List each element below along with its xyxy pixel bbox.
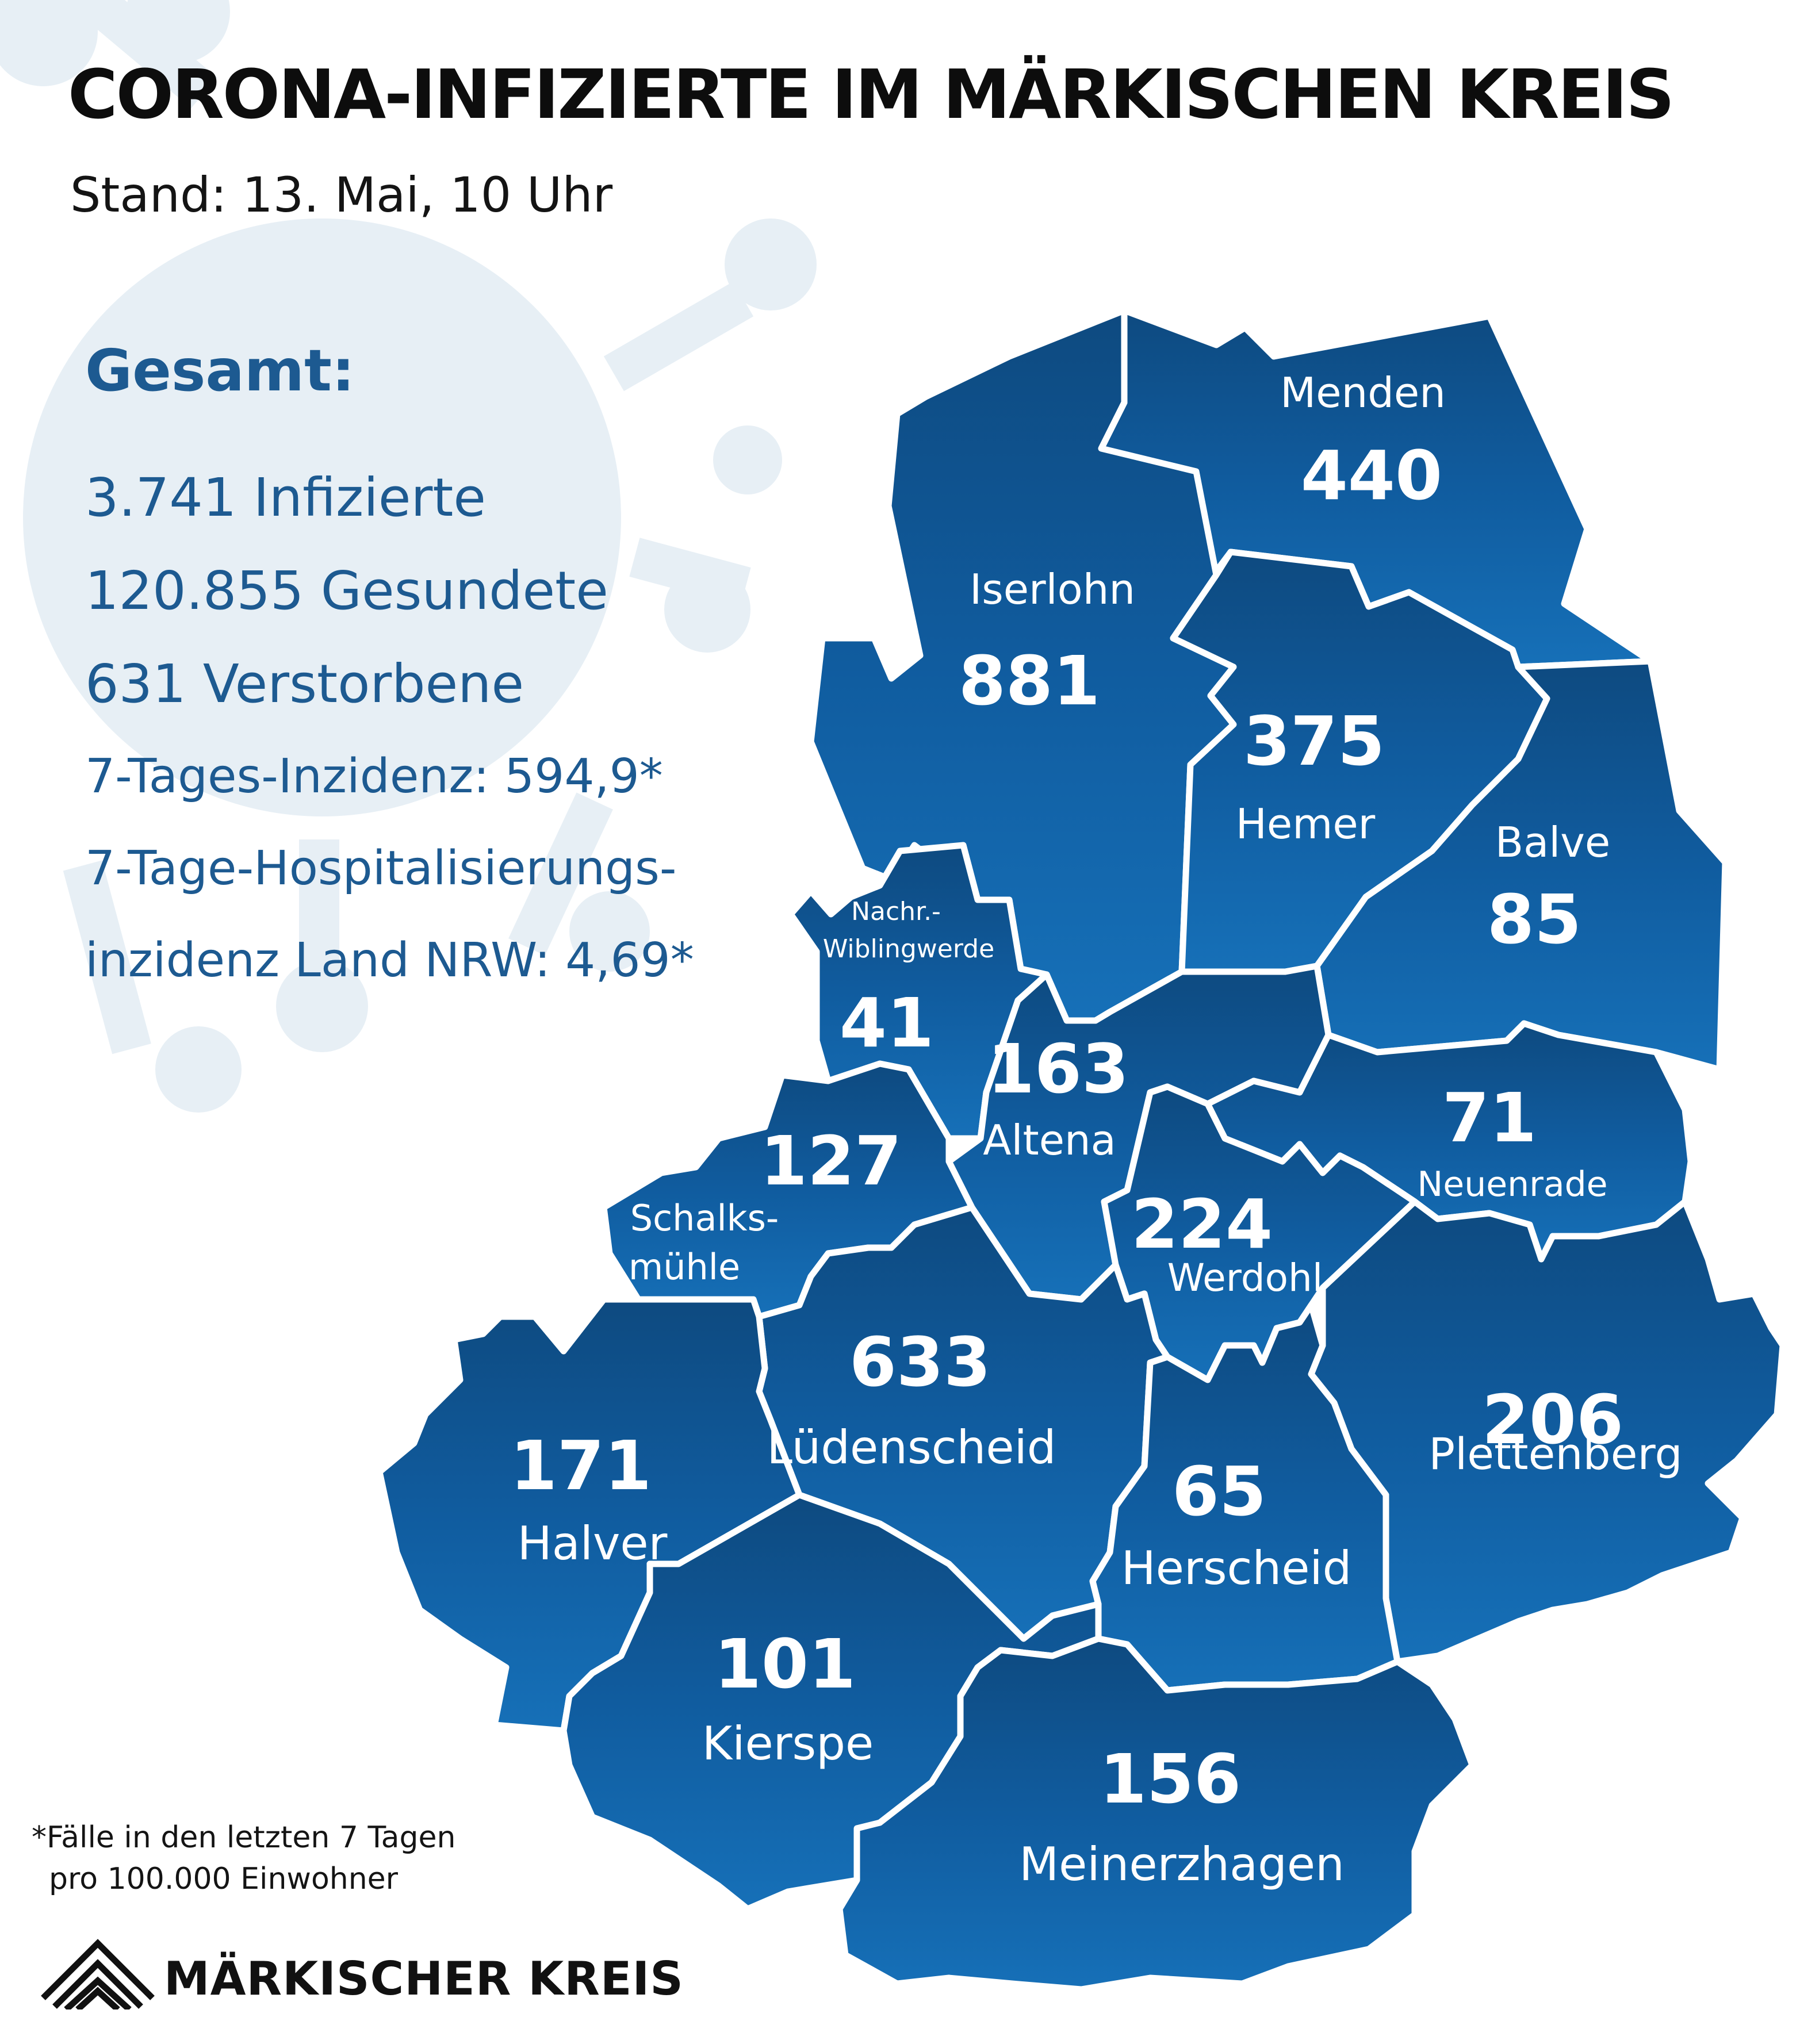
label-altena-name: Altena (983, 1116, 1116, 1164)
region-herscheid[interactable] (1089, 1302, 1401, 1694)
footnote-line-1: *Fälle in den letzten 7 Tagen (32, 1820, 456, 1855)
label-luedenscheid-name: Lüdenscheid (767, 1421, 1056, 1474)
label-iserlohn-value: 881 (959, 641, 1100, 720)
label-luedenscheid-value: 633 (849, 1322, 991, 1402)
label-meinerzhagen-name: Meinerzhagen (1019, 1838, 1345, 1891)
footnote-line-2: pro 100.000 Einwohner (49, 1862, 399, 1896)
label-neuenrade-value: 71 (1442, 1078, 1537, 1157)
label-kierspe-value: 101 (714, 1624, 856, 1704)
label-balve-name: Balve (1495, 818, 1610, 866)
label-nachrodt-value: 41 (840, 983, 934, 1063)
label-hemer-name: Hemer (1236, 800, 1376, 848)
hospitalization-line-2: inzidenz Land NRW: 4,69* (85, 933, 694, 988)
infected-count: 3.741 Infizierte (85, 467, 486, 528)
virus-background-illustration (0, 0, 817, 1113)
label-balve-value: 85 (1487, 880, 1581, 959)
label-schalksmuehle-value: 127 (760, 1121, 902, 1201)
label-menden-name: Menden (1280, 369, 1446, 417)
label-kierspe-name: Kierspe (702, 1717, 874, 1770)
label-neuenrade-name: Neuenrade (1417, 1164, 1607, 1205)
label-werdohl-value: 224 (1131, 1184, 1273, 1264)
maerkischer-kreis-logo-icon (41, 1939, 155, 2010)
incidence-value: 7-Tages-Inzidenz: 594,9* (85, 749, 663, 804)
label-menden-value: 440 (1301, 436, 1442, 515)
recovered-count: 120.855 Gesundete (85, 560, 608, 622)
label-altena-value: 163 (987, 1029, 1129, 1109)
page-title: CORONA-INFIZIERTE IM MÄRKISCHEN KREIS (68, 55, 1675, 134)
label-halver-value: 171 (510, 1426, 652, 1505)
label-iserlohn-name: Iserlohn (970, 565, 1135, 613)
label-herscheid-value: 65 (1172, 1452, 1266, 1531)
summary-heading: Gesamt: (85, 337, 355, 404)
label-schalksmuehle-name-1: Schalks- (630, 1197, 779, 1239)
label-plettenberg-value: 206 (1482, 1380, 1623, 1459)
label-plettenberg-name: Plettenberg (1428, 1428, 1682, 1479)
region-meinerzhagen[interactable] (836, 1635, 1476, 1993)
page-subtitle: Stand: 13. Mai, 10 Uhr (70, 167, 613, 223)
label-nachrodt-name-1: Nachr.- (851, 897, 941, 926)
brand-name: MÄRKISCHER KREIS (164, 1952, 684, 2005)
deceased-count: 631 Verstorbene (85, 653, 524, 715)
label-werdohl-name: Werdohl (1167, 1256, 1323, 1300)
label-schalksmuehle-name-2: mühle (629, 1246, 740, 1288)
summary-panel: Gesamt: 3.741 Infizierte 120.855 Gesunde… (85, 342, 694, 1007)
footnote: *Fälle in den letzten 7 Tagen pro 100.00… (32, 1817, 455, 1900)
hospitalization-line-1: 7-Tage-Hospitalisierungs- (85, 841, 677, 896)
label-herscheid-name: Herscheid (1121, 1541, 1352, 1595)
label-halver-name: Halver (518, 1517, 668, 1570)
label-hemer-value: 375 (1243, 701, 1385, 781)
label-nachrodt-name-2: Wiblingwerde (823, 934, 994, 964)
label-meinerzhagen-value: 156 (1100, 1739, 1241, 1819)
